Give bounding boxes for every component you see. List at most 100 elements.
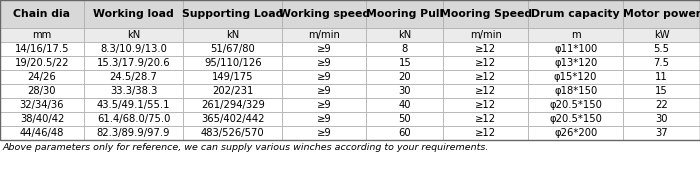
Text: ≥12: ≥12 (475, 128, 496, 138)
Text: 38/40/42: 38/40/42 (20, 114, 64, 124)
Bar (183, 70, 283, 84)
Bar (0, 98, 84, 112)
Text: 33.3/38.3: 33.3/38.3 (110, 86, 158, 96)
Bar (0, 126, 84, 140)
Text: ≥12: ≥12 (475, 86, 496, 96)
Bar (366, 70, 443, 84)
Bar (528, 42, 623, 56)
Text: ≥9: ≥9 (317, 128, 332, 138)
Bar (84, 84, 183, 98)
Bar (443, 84, 528, 98)
Text: Above parameters only for reference, we can supply various winches according to : Above parameters only for reference, we … (3, 143, 489, 152)
Text: Chain dia: Chain dia (13, 9, 71, 19)
Bar (283, 112, 366, 126)
Text: kN: kN (226, 30, 239, 40)
Text: 51/67/80: 51/67/80 (211, 44, 256, 54)
Bar (528, 112, 623, 126)
Bar (183, 42, 283, 56)
Text: 14/16/17.5: 14/16/17.5 (15, 44, 69, 54)
Bar (0, 112, 84, 126)
Bar (183, 98, 283, 112)
Bar (84, 112, 183, 126)
Text: 7.5: 7.5 (654, 58, 670, 68)
Bar (0, 0, 84, 28)
Bar (366, 42, 443, 56)
Bar (366, 126, 443, 140)
Text: 202/231: 202/231 (212, 86, 253, 96)
Bar (283, 98, 366, 112)
Text: 22: 22 (655, 100, 668, 110)
Text: m/min: m/min (309, 30, 340, 40)
Bar (443, 98, 528, 112)
Text: ≥9: ≥9 (317, 114, 332, 124)
Text: m: m (570, 30, 580, 40)
Bar (0, 70, 84, 84)
Bar (366, 56, 443, 70)
Text: 15: 15 (655, 86, 668, 96)
Text: ≥12: ≥12 (475, 72, 496, 82)
Text: kN: kN (398, 30, 412, 40)
Text: 30: 30 (398, 86, 411, 96)
Text: 20: 20 (398, 72, 411, 82)
Text: 37: 37 (655, 128, 668, 138)
Bar (623, 42, 700, 56)
Bar (84, 126, 183, 140)
Bar (0, 84, 84, 98)
Text: Mooring Speed: Mooring Speed (440, 9, 532, 19)
Bar (623, 70, 700, 84)
Text: Supporting Load: Supporting Load (182, 9, 284, 19)
Bar (0, 56, 84, 70)
Text: kW: kW (654, 30, 669, 40)
Text: Motor power: Motor power (622, 9, 700, 19)
Bar (283, 126, 366, 140)
Text: 50: 50 (398, 114, 411, 124)
Bar (443, 126, 528, 140)
Text: φ20.5*150: φ20.5*150 (550, 114, 602, 124)
Text: φ20.5*150: φ20.5*150 (550, 100, 602, 110)
Bar (443, 112, 528, 126)
Text: 95/110/126: 95/110/126 (204, 58, 262, 68)
Bar (366, 28, 443, 42)
Bar (283, 28, 366, 42)
Bar (528, 84, 623, 98)
Bar (84, 56, 183, 70)
Text: 15: 15 (398, 58, 411, 68)
Text: φ15*120: φ15*120 (554, 72, 597, 82)
Text: 8.3/10.9/13.0: 8.3/10.9/13.0 (100, 44, 167, 54)
Bar (183, 0, 283, 28)
Bar (528, 28, 623, 42)
Bar (0, 28, 84, 42)
Text: ≥12: ≥12 (475, 58, 496, 68)
Text: ≥9: ≥9 (317, 72, 332, 82)
Text: Working load: Working load (93, 9, 174, 19)
Text: 60: 60 (398, 128, 411, 138)
Text: 32/34/36: 32/34/36 (20, 100, 64, 110)
Bar (623, 126, 700, 140)
Bar (366, 112, 443, 126)
Bar (84, 98, 183, 112)
Text: φ18*150: φ18*150 (554, 86, 597, 96)
Text: m/min: m/min (470, 30, 501, 40)
Bar (84, 0, 183, 28)
Bar (623, 0, 700, 28)
Bar (283, 0, 366, 28)
Bar (183, 126, 283, 140)
Text: mm: mm (32, 30, 52, 40)
Text: 8: 8 (402, 44, 408, 54)
Bar (623, 56, 700, 70)
Text: φ13*120: φ13*120 (554, 58, 597, 68)
Text: kN: kN (127, 30, 140, 40)
Bar (84, 42, 183, 56)
Bar (0, 42, 84, 56)
Bar (366, 98, 443, 112)
Text: 5.5: 5.5 (654, 44, 670, 54)
Bar (443, 42, 528, 56)
Bar (528, 0, 623, 28)
Bar (528, 70, 623, 84)
Text: 365/402/442: 365/402/442 (201, 114, 265, 124)
Bar (528, 98, 623, 112)
Bar (0, 0, 700, 140)
Bar (623, 84, 700, 98)
Bar (283, 56, 366, 70)
Bar (443, 0, 528, 28)
